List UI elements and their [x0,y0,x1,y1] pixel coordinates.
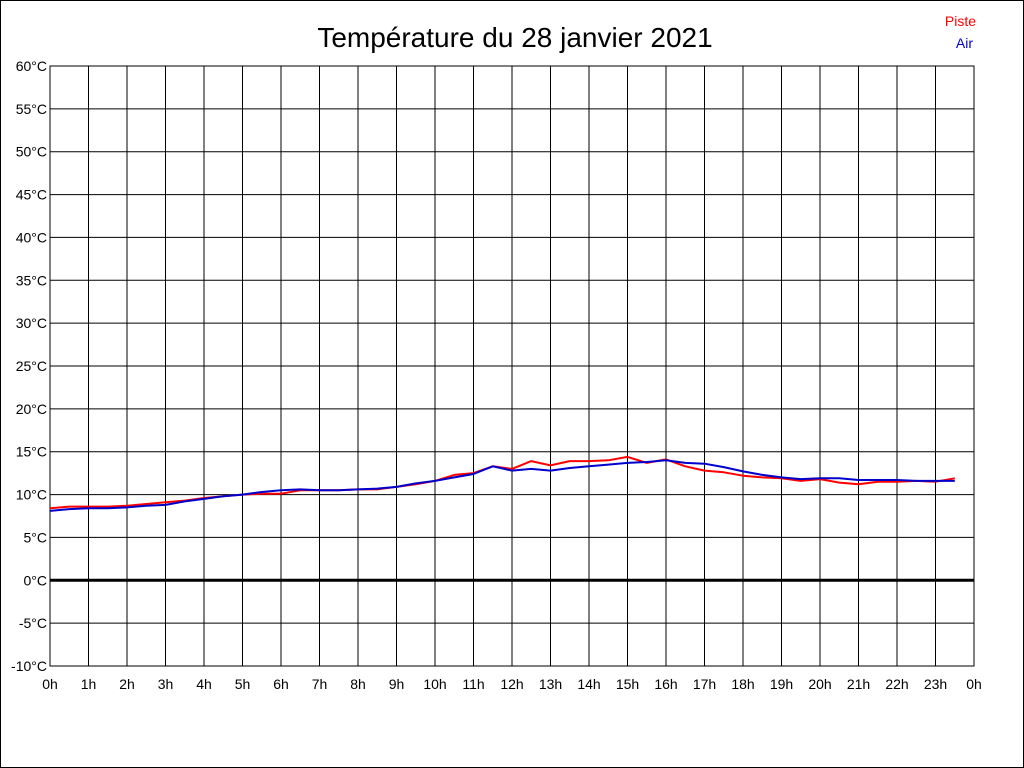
x-tick-label: 20h [808,676,831,692]
y-tick-label: 50°C [16,144,47,160]
y-tick-label: 30°C [16,315,47,331]
x-tick-label: 13h [539,676,562,692]
y-tick-label: 10°C [16,487,47,503]
x-tick-label: 14h [577,676,600,692]
x-tick-label: 18h [731,676,754,692]
x-tick-label: 15h [616,676,639,692]
x-tick-label: 6h [273,676,289,692]
x-tick-label: 3h [158,676,174,692]
x-tick-label: 2h [119,676,135,692]
x-tick-label: 21h [847,676,870,692]
y-tick-label: -10°C [11,658,47,674]
y-tick-label: 45°C [16,187,47,203]
x-tick-label: 0h [42,676,58,692]
x-tick-label: 12h [500,676,523,692]
grid [49,65,975,667]
y-tick-label: 5°C [24,529,48,545]
y-tick-label: 15°C [16,444,47,460]
x-tick-label: 9h [389,676,405,692]
y-tick-label: 25°C [16,358,47,374]
chart-title: Température du 28 janvier 2021 [317,22,712,53]
y-tick-label: 35°C [16,272,47,288]
legend-entry-air: Air [956,35,973,51]
x-tick-label: 10h [423,676,446,692]
x-tick-label: 22h [885,676,908,692]
y-tick-label: 55°C [16,101,47,117]
x-tick-label: 23h [924,676,947,692]
axes: 60°C 55°C 50°C 45°C 40°C 35°C 30°C 25°C 20°C 15°C… [11,58,982,692]
series-line-air [49,459,955,512]
x-tick-label: 0h [966,676,982,692]
x-tick-label: 11h [462,676,484,692]
x-tick-label: 17h [693,676,716,692]
x-tick-label: 7h [312,676,328,692]
x-tick-label: 19h [770,676,793,692]
x-tick-label: 5h [235,676,251,692]
legend: Piste Air [945,13,976,51]
y-tick-label: 40°C [16,229,47,245]
x-tick-label: 16h [654,676,677,692]
y-tick-label: 60°C [16,58,47,74]
y-tick-label: 20°C [16,401,47,417]
y-tick-label: -5°C [19,615,47,631]
legend-entry-piste: Piste [945,13,976,29]
x-tick-label: 1h [81,676,97,692]
y-tick-label: 0°C [24,572,48,588]
x-tick-label: 8h [350,676,366,692]
series-lines [49,455,955,512]
x-tick-label: 4h [196,676,212,692]
